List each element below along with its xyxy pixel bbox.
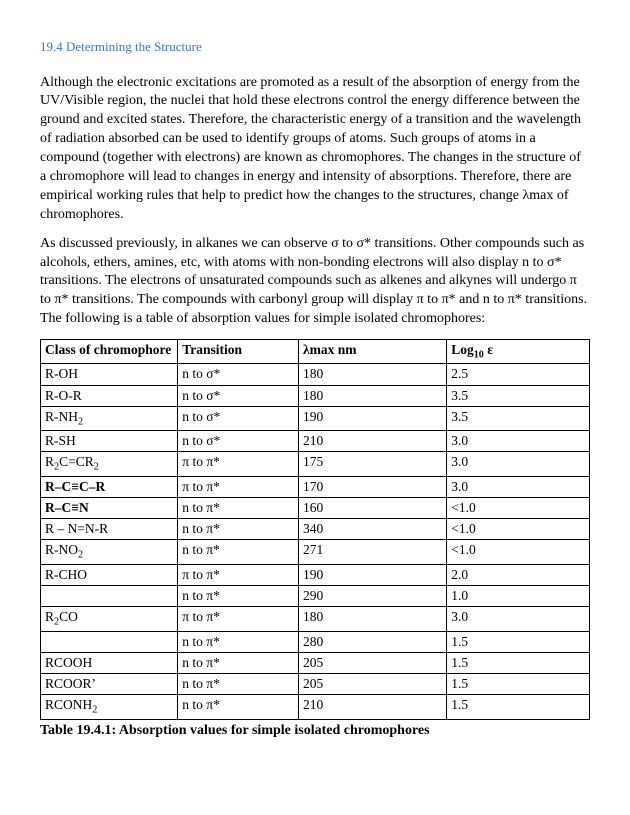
cell-lambda: 190 (299, 564, 447, 585)
chromophore-table: Class of chromophore Transition λmax nm … (40, 339, 590, 719)
table-row: RCOOHn to π*2051.5 (41, 652, 590, 673)
cell-class: R-O-R (41, 385, 178, 406)
th-transition: Transition (178, 340, 299, 364)
cell-log: 1.5 (447, 652, 590, 673)
cell-log: 3.0 (447, 476, 590, 497)
cell-log: <1.0 (447, 540, 590, 564)
cell-lambda: 205 (299, 652, 447, 673)
cell-class (41, 586, 178, 607)
cell-class: R2CO (41, 607, 178, 631)
cell-lambda: 180 (299, 385, 447, 406)
table-row: RCONH2n to π*2101.5 (41, 695, 590, 719)
cell-transition: n to σ* (178, 385, 299, 406)
cell-class: R-CHO (41, 564, 178, 585)
cell-class: R-OH (41, 364, 178, 385)
th-class: Class of chromophore (41, 340, 178, 364)
cell-log: 1.5 (447, 674, 590, 695)
cell-log: 2.5 (447, 364, 590, 385)
cell-lambda: 160 (299, 498, 447, 519)
cell-class: R-SH (41, 431, 178, 452)
cell-log: 3.0 (447, 452, 590, 476)
cell-log: 3.5 (447, 385, 590, 406)
cell-class (41, 631, 178, 652)
cell-lambda: 340 (299, 519, 447, 540)
table-caption: Table 19.4.1: Absorption values for simp… (40, 722, 590, 741)
cell-class: R – N=N-R (41, 519, 178, 540)
cell-log: 3.0 (447, 607, 590, 631)
table-row: R – N=N-Rn to π*340<1.0 (41, 519, 590, 540)
table-row: R–C≡C–Rπ to π*1703.0 (41, 476, 590, 497)
cell-lambda: 190 (299, 406, 447, 430)
table-row: n to π*2901.0 (41, 586, 590, 607)
cell-lambda: 271 (299, 540, 447, 564)
cell-log: 1.5 (447, 631, 590, 652)
table-row: R–C≡Nn to π*160<1.0 (41, 498, 590, 519)
cell-class: R-NH2 (41, 406, 178, 430)
paragraph-1: Although the electronic excitations are … (40, 74, 590, 225)
cell-transition: n to π* (178, 695, 299, 719)
th-log-prefix: Log (451, 342, 474, 357)
cell-log: 3.0 (447, 431, 590, 452)
cell-class: R–C≡N (41, 498, 178, 519)
section-title: 19.4 Determining the Structure (40, 38, 590, 56)
cell-lambda: 180 (299, 607, 447, 631)
table-row: RCOOR’n to π*2051.5 (41, 674, 590, 695)
cell-class: R–C≡C–R (41, 476, 178, 497)
cell-lambda: 280 (299, 631, 447, 652)
cell-transition: n to π* (178, 674, 299, 695)
table-row: R-SHn to σ*2103.0 (41, 431, 590, 452)
table-row: R-NO2n to π*271<1.0 (41, 540, 590, 564)
table-body: R-OHn to σ*1802.5R-O-Rn to σ*1803.5R-NH2… (41, 364, 590, 719)
table-row: R-O-Rn to σ*1803.5 (41, 385, 590, 406)
table-row: R-NH2n to σ*1903.5 (41, 406, 590, 430)
cell-class: R-NO2 (41, 540, 178, 564)
cell-class: RCOOR’ (41, 674, 178, 695)
cell-lambda: 290 (299, 586, 447, 607)
cell-transition: n to π* (178, 540, 299, 564)
cell-log: <1.0 (447, 519, 590, 540)
cell-transition: π to π* (178, 607, 299, 631)
table-header-row: Class of chromophore Transition λmax nm … (41, 340, 590, 364)
table-row: R-CHOπ to π*1902.0 (41, 564, 590, 585)
cell-lambda: 210 (299, 695, 447, 719)
cell-transition: π to π* (178, 452, 299, 476)
cell-log: <1.0 (447, 498, 590, 519)
cell-transition: n to π* (178, 586, 299, 607)
table-row: n to π*2801.5 (41, 631, 590, 652)
cell-class: RCONH2 (41, 695, 178, 719)
cell-class: R2C=CR2 (41, 452, 178, 476)
th-log-sub: 10 (474, 350, 484, 361)
cell-log: 3.5 (447, 406, 590, 430)
cell-transition: n to π* (178, 519, 299, 540)
cell-log: 1.0 (447, 586, 590, 607)
cell-transition: n to σ* (178, 431, 299, 452)
cell-lambda: 205 (299, 674, 447, 695)
cell-transition: n to π* (178, 498, 299, 519)
table-row: R2C=CR2π to π*1753.0 (41, 452, 590, 476)
cell-lambda: 170 (299, 476, 447, 497)
cell-transition: π to π* (178, 564, 299, 585)
cell-class: RCOOH (41, 652, 178, 673)
cell-transition: π to π* (178, 476, 299, 497)
paragraph-2: As discussed previously, in alkanes we c… (40, 235, 590, 329)
cell-transition: n to π* (178, 652, 299, 673)
cell-lambda: 175 (299, 452, 447, 476)
table-row: R2COπ to π*1803.0 (41, 607, 590, 631)
cell-lambda: 180 (299, 364, 447, 385)
cell-log: 1.5 (447, 695, 590, 719)
th-log: Log10 ε (447, 340, 590, 364)
cell-transition: n to π* (178, 631, 299, 652)
th-log-suffix: ε (484, 342, 493, 357)
cell-lambda: 210 (299, 431, 447, 452)
table-row: R-OHn to σ*1802.5 (41, 364, 590, 385)
cell-log: 2.0 (447, 564, 590, 585)
cell-transition: n to σ* (178, 364, 299, 385)
cell-transition: n to σ* (178, 406, 299, 430)
th-lambda: λmax nm (299, 340, 447, 364)
